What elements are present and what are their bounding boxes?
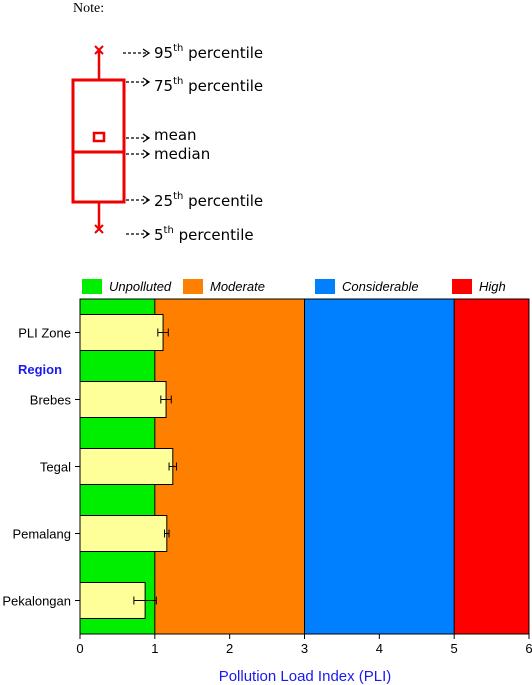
legend-swatch-considerable [315,279,335,294]
x-tick-label: 5 [451,641,458,656]
bar-pli-zone [79,314,164,351]
legend-swatch-unpolluted [82,279,102,294]
label-p75: 75th percentile [154,76,263,95]
bar-tegal [79,448,174,485]
legend-label-considerable: Considerable [342,279,419,294]
label-mean: mean [154,126,197,144]
bar-series [79,314,178,619]
label-p25: 25th percentile [154,191,263,210]
x-tick-label: 0 [76,641,83,656]
label-p95: 95th percentile [154,43,263,62]
note-arrows [123,52,148,235]
x-tick-label: 3 [301,641,308,656]
y-tick-label: Pekalongan [2,594,71,609]
chart-legend: Unpolluted Moderate Considerable High [82,279,506,294]
p5-marker-b [94,224,104,234]
note-arrowheads [142,48,151,239]
y-tick-label: Pemalang [12,527,71,542]
zone-high [454,299,529,634]
x-tick-label: 2 [226,641,233,656]
x-tick-label: 4 [376,641,383,656]
legend-label-unpolluted: Unpolluted [109,279,172,294]
legend-label-high: High [479,279,506,294]
note-title: Note: [73,1,104,16]
y-tick-label: Tegal [40,460,71,475]
label-median: median [154,145,210,163]
legend-swatch-moderate [183,279,203,294]
group-label-region: Region [18,362,62,377]
bar-brebes [79,381,167,418]
y-tick-label: Brebes [30,393,72,408]
axes: PLI Zone Brebes Tegal Pemalang Pekalongan 0 1 2… [2,299,532,656]
boxplot-legend-glyph [71,45,126,234]
x-tick-label: 6 [525,641,532,656]
legend-label-moderate: Moderate [210,279,265,294]
legend-swatch-high [452,279,472,294]
mean-marker [92,131,106,143]
x-tick-label: 1 [151,641,158,656]
bar-pemalang [79,515,168,552]
label-p5: 5th percentile [154,225,254,244]
p95-marker-b [94,45,104,55]
zone-moderate [154,299,305,634]
y-tick-label: PLI Zone [18,326,71,341]
x-axis-title: Pollution Load Index (PLI) [219,668,392,685]
zone-considerable [304,299,455,634]
